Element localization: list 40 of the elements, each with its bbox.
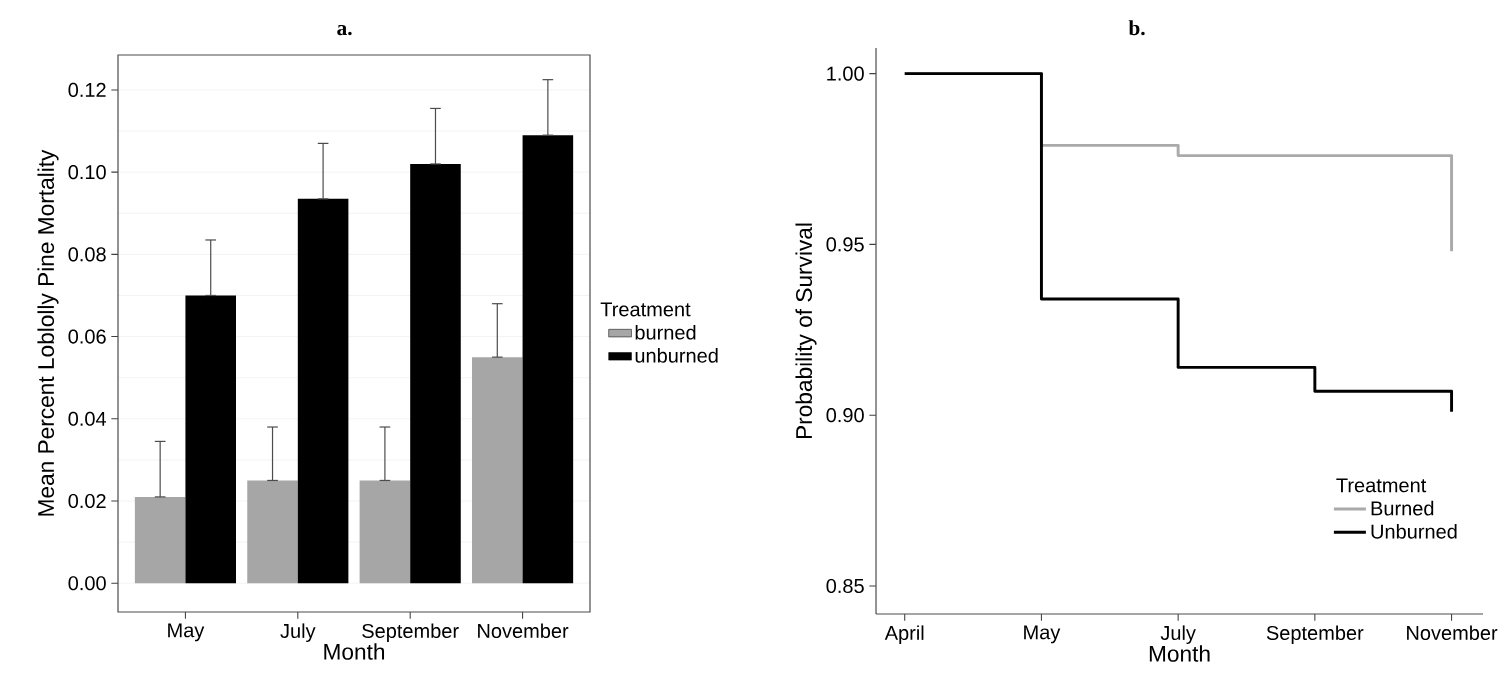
x-tick-label: May [168, 623, 205, 642]
bar [185, 295, 237, 584]
y-tick-label: 0.00 [68, 576, 106, 591]
legend-title: Treatment [600, 302, 691, 317]
bar [247, 480, 298, 584]
y-tick-label: 0.08 [68, 247, 106, 262]
bar [359, 480, 411, 584]
y-tick-label: 0.06 [68, 329, 106, 344]
chart-title: a. [337, 24, 352, 36]
x-tick-label: September [362, 623, 459, 643]
y-tick-label: 0.12 [68, 82, 106, 98]
legend-title: Treatment [1336, 478, 1427, 493]
x-axis-title: Month [324, 643, 385, 660]
y-tick-label: 0.90 [826, 408, 864, 423]
x-tick-label: April [884, 625, 924, 645]
y-tick-label: 0.85 [826, 578, 864, 594]
y-tick-label: 0.10 [68, 165, 106, 180]
legend-label: Burned [1371, 500, 1434, 516]
legend-label: burned [635, 324, 696, 340]
y-tick-label: 0.95 [826, 237, 864, 252]
x-tick-label: May [1024, 625, 1061, 644]
x-tick-label: November [478, 623, 569, 639]
legend-label: Unburned [1371, 523, 1457, 539]
y-axis-title: Probability of Survival [795, 223, 817, 439]
bar [472, 357, 523, 584]
x-tick-label: July [280, 623, 316, 643]
y-axis-title: Mean Percent Loblolly Pine Mortality [37, 149, 59, 516]
y-tick-label: 0.04 [68, 411, 107, 426]
bar [297, 198, 349, 584]
chart-title: b. [1128, 20, 1145, 36]
legend-label: unburned [635, 348, 718, 363]
x-axis-title: Month [1149, 645, 1210, 662]
bar [410, 163, 461, 584]
x-tick-label: July [1160, 625, 1196, 645]
x-tick-label: November [1407, 625, 1498, 641]
bar [522, 135, 574, 584]
y-tick-label: 1.00 [827, 66, 864, 81]
bar [134, 496, 186, 584]
y-tick-label: 0.02 [68, 493, 106, 509]
x-tick-label: September [1266, 625, 1364, 645]
